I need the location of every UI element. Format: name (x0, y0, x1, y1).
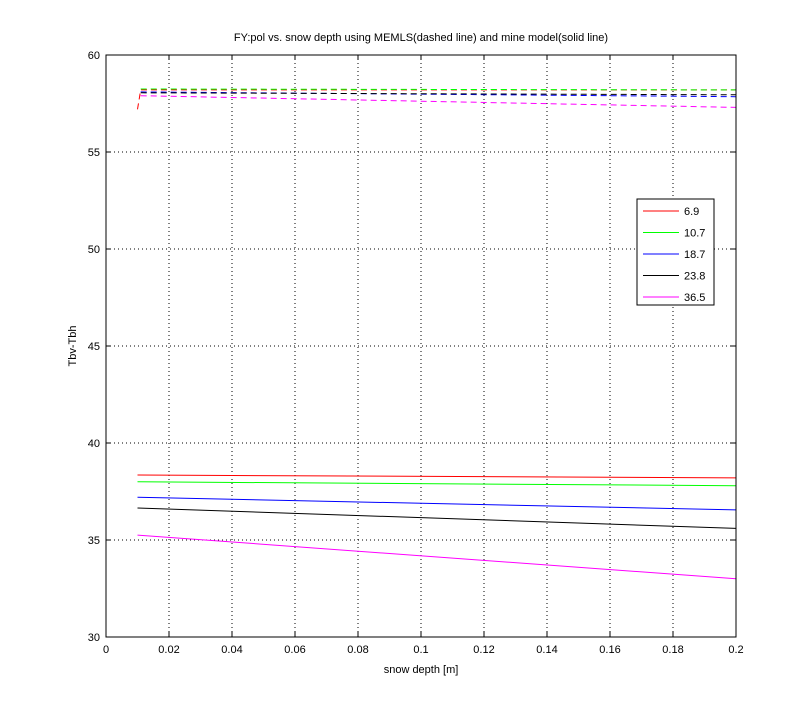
series-line-10-7-solid (137, 481, 737, 487)
x-tick-label: 0.08 (347, 644, 368, 656)
legend-label: 10.7 (684, 228, 705, 240)
legend-label: 18.7 (684, 249, 705, 261)
series-line-23-8-solid (137, 507, 737, 529)
x-tick-label: 0.2 (728, 644, 743, 656)
y-tick-label: 30 (88, 632, 100, 644)
x-tick-label: 0 (103, 644, 109, 656)
chart-title: FY:pol vs. snow depth using MEMLS(dashed… (234, 32, 608, 44)
y-tick-label: 60 (88, 50, 100, 62)
axis-ticks: 0 0.02 0.04 0.06 0.08 0.1 0.12 0.14 0.16 0.18 0.2 3… (88, 50, 744, 656)
x-tick-label: 0.18 (662, 644, 683, 656)
y-tick-label: 35 (88, 535, 100, 547)
legend: 6.9 10.7 18.7 23.8 36.5 (636, 198, 715, 306)
series-line-18-7-solid (137, 496, 737, 511)
x-tick-label: 0.06 (284, 644, 305, 656)
legend-label: 36.5 (684, 292, 705, 304)
legend-box (636, 198, 715, 306)
x-tick-label: 0.1 (413, 644, 428, 656)
x-tick-label: 0.04 (221, 644, 242, 656)
y-axis-label: Tbv-Tbh (67, 326, 79, 367)
x-tick-label: 0.14 (536, 644, 557, 656)
grid-lines (106, 55, 736, 637)
y-tick-label: 45 (88, 341, 100, 353)
x-tick-label: 0.16 (599, 644, 620, 656)
series-line-36-5-solid (137, 534, 737, 580)
y-tick-label: 40 (88, 438, 100, 450)
y-tick-label: 50 (88, 244, 100, 256)
legend-label: 23.8 (684, 271, 705, 283)
plot-area (106, 55, 736, 637)
y-tick-label: 55 (88, 147, 100, 159)
x-tick-label: 0.12 (473, 644, 494, 656)
series-line-6-9-solid (137, 474, 737, 479)
x-axis-label: snow depth [m] (384, 664, 459, 676)
x-tick-label: 0.02 (158, 644, 179, 656)
series-layer (137, 88, 737, 580)
legend-label: 6.9 (684, 206, 699, 218)
